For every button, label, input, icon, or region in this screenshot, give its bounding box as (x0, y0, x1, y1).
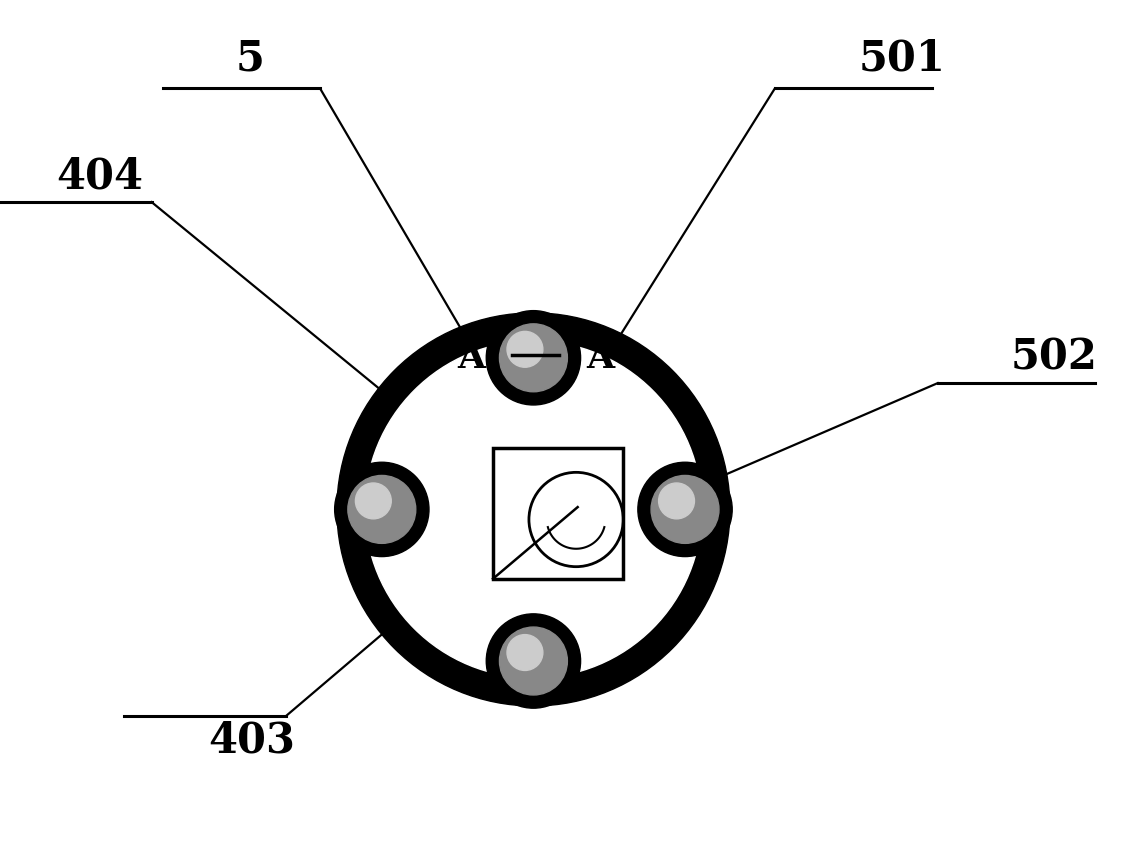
Ellipse shape (500, 627, 567, 695)
Text: A: A (586, 341, 615, 375)
Ellipse shape (486, 614, 581, 708)
Text: 403: 403 (208, 720, 294, 762)
Ellipse shape (658, 483, 694, 519)
Ellipse shape (638, 462, 732, 557)
Ellipse shape (355, 483, 391, 519)
Text: 502: 502 (1011, 337, 1097, 379)
Ellipse shape (335, 462, 429, 557)
Ellipse shape (337, 313, 730, 706)
Text: 404: 404 (56, 156, 143, 198)
Text: 501: 501 (859, 38, 946, 80)
Ellipse shape (651, 476, 719, 543)
Ellipse shape (506, 332, 542, 367)
Ellipse shape (348, 476, 416, 543)
Text: A: A (457, 341, 486, 375)
Text: 5: 5 (236, 38, 265, 80)
Ellipse shape (500, 324, 567, 392)
Ellipse shape (365, 341, 702, 678)
Ellipse shape (506, 635, 542, 670)
Ellipse shape (486, 311, 581, 405)
